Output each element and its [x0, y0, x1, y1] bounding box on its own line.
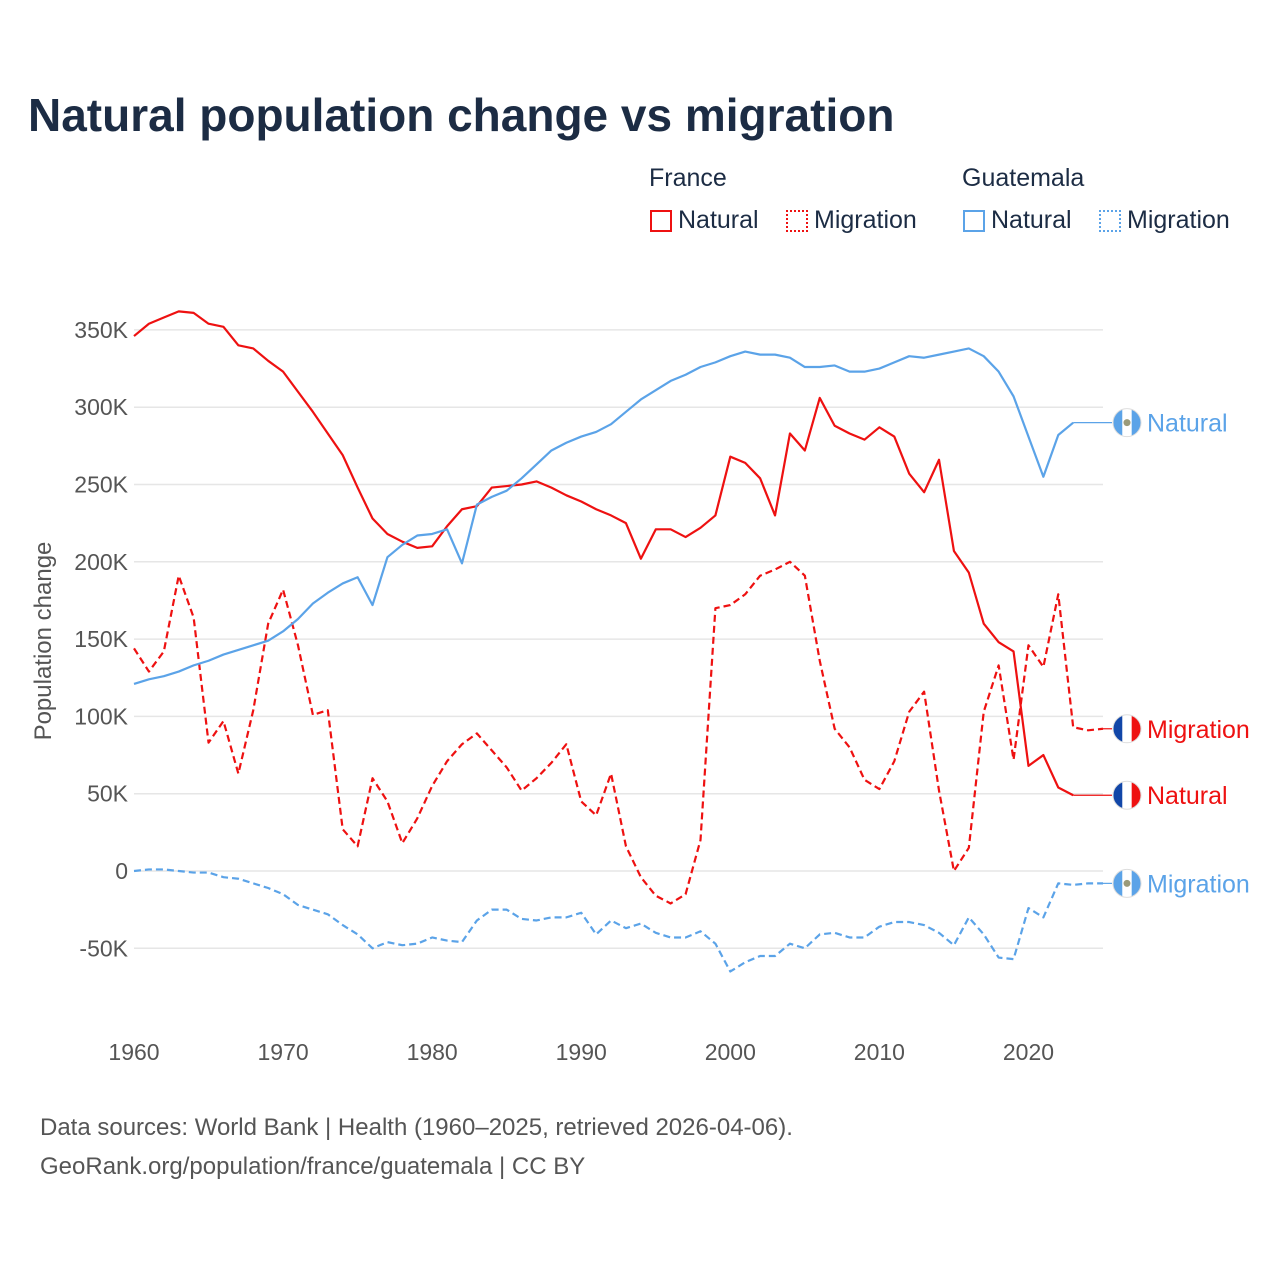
- x-tick-label: 1980: [407, 1039, 458, 1065]
- y-tick-label: 350K: [74, 317, 128, 343]
- legend-label: Natural: [678, 206, 759, 234]
- series-line-france-migration[interactable]: [133, 560, 1104, 905]
- end-label: Natural: [1147, 782, 1228, 810]
- end-label: Natural: [1147, 410, 1228, 438]
- footer-credit: GeoRank.org/population/france/guatemala …: [40, 1153, 586, 1180]
- chart-title: Natural population change vs migration: [28, 89, 895, 141]
- y-tick-label: 300K: [74, 394, 128, 420]
- x-tick-label: 1990: [556, 1039, 607, 1065]
- y-tick-label: 250K: [74, 472, 128, 498]
- legend-swatch-dotted-blue: [1099, 209, 1121, 232]
- y-tick-label: 100K: [74, 703, 128, 729]
- x-tick-label: 1970: [257, 1039, 308, 1065]
- legend-item-france-natural[interactable]: Natural: [650, 206, 759, 235]
- x-tick-label: 2020: [1003, 1039, 1054, 1065]
- legend-label: Natural: [991, 206, 1072, 234]
- end-label: Migration: [1147, 716, 1250, 744]
- legend-item-france-migration[interactable]: Migration: [786, 206, 917, 235]
- y-tick-label: -50K: [79, 935, 128, 961]
- x-tick-label: 2010: [854, 1039, 905, 1065]
- france-flag-icon: [1112, 780, 1142, 810]
- legend-item-guatemala-natural[interactable]: Natural: [963, 206, 1072, 235]
- end-label: Migration: [1147, 870, 1250, 898]
- x-tick-label: 1960: [108, 1039, 159, 1065]
- legend-swatch-solid-red: [650, 209, 672, 232]
- legend-group-france: France: [649, 164, 727, 192]
- series-line-france-natural[interactable]: [133, 310, 1074, 797]
- france-flag-icon: [1112, 714, 1142, 744]
- guatemala-flag-icon: [1112, 868, 1142, 898]
- legend-swatch-solid-blue: [963, 209, 985, 232]
- legend-item-guatemala-migration[interactable]: Migration: [1099, 206, 1230, 235]
- footer: Data sources: World Bank | Health (1960–…: [40, 1108, 793, 1186]
- y-tick-label: 200K: [74, 549, 128, 575]
- series-line-guatemala-migration[interactable]: [133, 868, 1103, 973]
- legend-group-guatemala: Guatemala: [962, 164, 1085, 192]
- legend-swatch-dotted-red: [786, 209, 808, 232]
- legend-label: Migration: [1127, 206, 1230, 234]
- x-tick-label: 2000: [705, 1039, 756, 1065]
- y-tick-label: 0: [115, 858, 128, 884]
- legend-label: Migration: [814, 206, 917, 234]
- y-tick-label: 150K: [74, 626, 128, 652]
- footer-sources: Data sources: World Bank | Health (1960–…: [40, 1114, 793, 1141]
- y-axis-label: Population change: [30, 542, 57, 741]
- guatemala-flag-icon: [1112, 408, 1142, 438]
- series-line-guatemala-natural[interactable]: [133, 347, 1074, 685]
- y-tick-label: 50K: [87, 781, 129, 807]
